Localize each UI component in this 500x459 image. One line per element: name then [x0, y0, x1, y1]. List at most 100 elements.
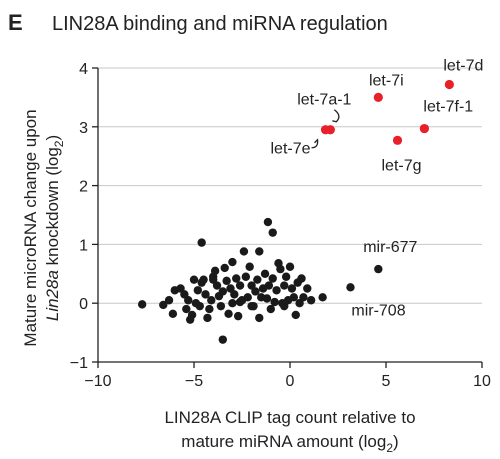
data-point	[276, 264, 285, 274]
annotation-let-7d: let-7d	[443, 57, 483, 74]
data-point	[280, 301, 289, 311]
leader-let-7e	[311, 138, 319, 149]
x-tick-label: −5	[185, 373, 203, 390]
x-axis-label-line2: mature miRNA amount (log2)	[181, 432, 398, 455]
data-point	[228, 299, 237, 308]
annotations: let-7d let-7i let-7a-1 let-7e let-7f-1 let-7g…	[270, 57, 483, 319]
leader-let-7a-1	[332, 109, 340, 123]
data-point	[220, 263, 229, 273]
data-point	[203, 313, 212, 323]
annotation-let-7a-1: let-7a-1	[297, 92, 351, 109]
data-point	[207, 296, 216, 305]
annotation-let-7e: let-7e	[270, 141, 310, 158]
data-point	[197, 238, 206, 247]
data-point	[233, 311, 243, 321]
y-tick-label: 3	[79, 120, 88, 137]
x-tick-label: 10	[473, 373, 491, 390]
data-point	[263, 217, 273, 227]
y-axis-label-line2: Lin28a knockdown (log2)	[43, 135, 66, 321]
data-point	[287, 284, 297, 293]
data-point	[318, 293, 327, 302]
data-point	[189, 275, 199, 284]
data-point-let-7f-1	[419, 123, 429, 134]
data-point	[272, 286, 281, 295]
data-point-let-7d	[444, 79, 454, 90]
data-point	[297, 274, 306, 283]
y-tick-label: −1	[70, 355, 88, 372]
data-point	[262, 294, 272, 303]
x-axis-label-subscript: 2	[386, 441, 393, 455]
x-axis-label-close: )	[393, 432, 399, 451]
y-tick-label: 4	[79, 61, 88, 78]
x-ticks: −10 −5 0 5 10	[84, 362, 491, 390]
x-tick-label: −10	[84, 373, 111, 390]
data-point	[159, 300, 168, 310]
data-point	[266, 304, 275, 314]
annotation-let-7g: let-7g	[382, 157, 422, 174]
chart-title: LIN28A binding and miRNA regulation	[52, 13, 388, 35]
y-tick-label: 2	[79, 179, 88, 196]
data-point	[201, 290, 210, 299]
data-point	[264, 281, 274, 290]
data-point	[187, 310, 197, 320]
y-ticks: −1 0 1 2 3 4	[70, 61, 98, 372]
data-point	[209, 275, 218, 284]
data-point	[260, 269, 270, 278]
annotation-let-7f-1: let-7f-1	[423, 99, 473, 116]
data-point	[205, 304, 214, 314]
annotation-mir-677: mir-677	[363, 239, 417, 256]
data-point	[255, 313, 264, 323]
data-point	[285, 262, 295, 271]
data-point-let-7i	[373, 92, 383, 102]
x-axis-label-line1: LIN28A CLIP tag count relative to	[164, 408, 415, 427]
data-point	[255, 247, 264, 256]
data-point	[195, 301, 204, 311]
annotation-mir-708: mir-708	[351, 302, 405, 319]
y-axis-label-line1: Mature microRNA change upon	[21, 109, 40, 346]
data-point	[232, 274, 241, 283]
data-point-mir-708	[346, 283, 355, 292]
data-point	[210, 266, 220, 276]
data-point	[239, 247, 249, 256]
data-point	[253, 275, 262, 284]
data-point	[184, 296, 193, 305]
panel-label: E	[8, 10, 23, 35]
x-tick-label: 0	[286, 373, 295, 390]
data-point	[303, 284, 312, 293]
x-tick-label: 5	[382, 373, 391, 390]
data-point	[216, 301, 226, 311]
data-point	[230, 290, 239, 299]
y-axis-label-gene: Lin28a	[43, 270, 62, 321]
data-point	[289, 293, 299, 302]
data-point	[247, 301, 256, 311]
data-point	[228, 257, 237, 267]
data-point	[168, 309, 178, 318]
data-point	[245, 262, 254, 271]
data-points	[137, 79, 454, 344]
y-tick-label: 1	[79, 237, 88, 254]
data-point	[270, 297, 279, 307]
data-point	[164, 296, 174, 305]
data-point	[243, 293, 252, 302]
data-point	[241, 272, 251, 281]
gridlines	[98, 67, 482, 304]
data-point	[218, 287, 227, 296]
y-axis-label-subscript: 2	[52, 140, 66, 147]
annotation-let-7i: let-7i	[369, 72, 404, 89]
data-point-mir-677	[374, 264, 383, 274]
data-point	[224, 309, 233, 318]
data-point	[281, 272, 291, 281]
data-point	[268, 274, 277, 283]
data-point	[268, 228, 277, 237]
data-point	[291, 310, 300, 320]
data-point-let-7g	[392, 135, 403, 145]
data-point	[251, 287, 260, 296]
data-point	[218, 335, 227, 344]
y-axis-label-close: )	[43, 135, 62, 141]
data-point	[137, 300, 147, 309]
data-point	[235, 281, 245, 290]
data-point	[306, 296, 316, 305]
data-point-let-7e	[320, 125, 331, 135]
data-point	[222, 276, 231, 286]
